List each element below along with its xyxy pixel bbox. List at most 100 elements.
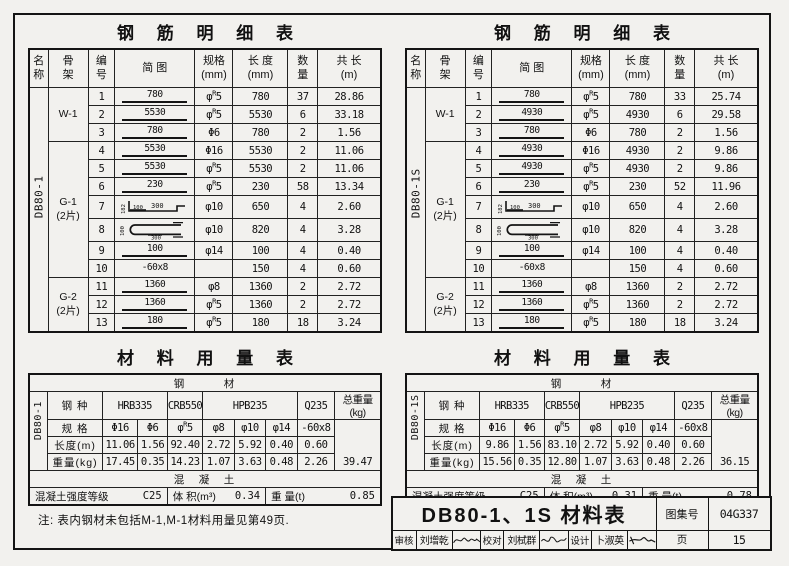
bar-line-icon (122, 190, 188, 193)
bar-diagram: 780 (116, 89, 194, 104)
bar-line-icon (122, 290, 188, 293)
rebar-row: 13 180 φR5 180 18 3.24 (406, 313, 759, 333)
title-block: DB80-1、1S 材料表 图集号 04G337 审核 刘增乾 校对 刘栻群 设… (390, 495, 772, 551)
diagram-cell: 182 100 300 (114, 195, 196, 219)
length-cell: 1360 (232, 295, 289, 314)
concrete-grade-label: 混凝土强度等级 (35, 490, 109, 503)
rebar-col-header-1: 骨 架 (47, 48, 89, 88)
concrete-grade-inner: 混凝土强度等级 C25 (30, 489, 166, 504)
spec-cell: φR5 (571, 177, 611, 196)
rebar-row: G-2 (2片) 11 1360 φ8 1360 2 2.72 (29, 277, 382, 333)
diagram-cell: 100 300 (114, 218, 196, 242)
bar-line-icon (499, 172, 565, 175)
material-spec-3: φ8 (202, 419, 235, 437)
skeleton-group-cell: W-1 (47, 87, 89, 142)
bent-bar-icon: 182 100 300 (498, 201, 562, 214)
length-cell: 820 (232, 218, 289, 242)
rebar-row: 5 5530 φR5 5530 2 11.06 (29, 159, 382, 178)
material-length-5: 0.40 (265, 436, 298, 454)
material-table-title: 材 料 用 量 表 (117, 349, 302, 368)
bar-diagram: 100 (493, 243, 571, 258)
diagram-dimension: 4930 (521, 161, 543, 173)
bar-line-icon (499, 136, 565, 139)
bar-line-icon (122, 254, 188, 257)
bar-diagram: 5530 (116, 107, 194, 122)
panel-DB80-1S: 钢 筋 明 细 表 名 称骨 架编 号简 图规格 (mm) 长 度 (mm) 数 量… (392, 15, 769, 548)
rebar-row: 10 -60x8 150 4 0.60 (406, 259, 759, 278)
material-spec-0: Φ16 (478, 419, 516, 437)
diagram-dimension: -60x8 (141, 262, 169, 274)
total-length-cell: 2.60 (694, 195, 759, 219)
total-length-cell: 1.56 (694, 123, 759, 142)
svg-text:100: 100 (510, 205, 520, 211)
rebar-col-header-1: 骨 架 (424, 48, 466, 88)
spec-row-label: 规 格 (47, 419, 103, 437)
designer-label: 设计 (567, 530, 591, 549)
rebar-col-header-7: 共 长 (m) (694, 48, 759, 88)
bar-line-icon (122, 118, 188, 121)
rebar-col-header-5: 长 度 (mm) (232, 48, 289, 88)
steel-grade-1: CRB550 (543, 391, 581, 420)
rebar-col-header-0: 名 称 (405, 48, 426, 88)
length-cell: 780 (232, 123, 289, 142)
quantity-cell: 4 (664, 195, 696, 219)
spec-cell (194, 259, 234, 278)
spec-cell: φR5 (194, 105, 234, 124)
rebar-row: G-1 (2片) 4 4930 Φ16 4930 2 9.86 (406, 141, 759, 278)
material-name-cell: DB80-1S (405, 391, 426, 471)
diagram-dimension: 780 (523, 125, 540, 137)
bar-number-cell: 11 (87, 277, 116, 296)
concrete-weight-cell: 重 量(t) 0.85 (265, 487, 382, 506)
bar-diagram: 5530 (116, 143, 194, 158)
quantity-cell: 18 (287, 313, 319, 333)
rebar-row: 9 100 φ14 100 4 0.40 (29, 241, 382, 260)
panel-DB80-1: 钢 筋 明 细 表 名 称骨 架编 号简 图规格 (mm) 长 度 (mm) 数 量… (15, 15, 392, 548)
loop-bar-icon: 100 300 (497, 221, 560, 240)
svg-text:100: 100 (133, 205, 143, 211)
spec-cell: φR5 (194, 313, 234, 333)
bar-number-cell: 3 (464, 123, 493, 142)
bar-diagram: 4930 (493, 107, 571, 122)
material-row: 混凝土强度等级 C25 体 积(m³) 0.34 重 量(t) 0.85 (28, 487, 382, 506)
bar-diagram: 1360 (493, 297, 571, 312)
material-spec-2: φR5 (543, 419, 581, 437)
length-row-label: 长度(m) (424, 436, 480, 454)
bar-diagram: 100 (116, 243, 194, 258)
diagram-dimension: 230 (146, 179, 163, 191)
rebar-col-header-2: 编 号 (87, 48, 116, 88)
bar-diagram: 100 300 (116, 220, 194, 241)
diagram-dimension: 1360 (144, 297, 166, 309)
rebar-col-header-4: 规格 (mm) (571, 48, 611, 88)
bar-number-cell: 10 (464, 259, 493, 278)
reviewer-label: 审核 (394, 535, 414, 547)
rebar-schedule-table: 名 称骨 架编 号简 图规格 (mm) 长 度 (mm) 数 量共 长 (m) DB… (405, 48, 759, 333)
material-weight-0: 15.56 (478, 453, 516, 471)
quantity-cell: 2 (287, 277, 319, 296)
material-length-4: 5.92 (610, 436, 644, 454)
title-block-top-row: DB80-1、1S 材料表 图集号 04G337 (392, 497, 770, 531)
length-cell: 780 (609, 123, 666, 142)
diagram-cell: 1360 (491, 277, 573, 296)
title-block-bottom-row: 审核 刘增乾 校对 刘栻群 设计 卜淑英 页 15 (393, 530, 770, 549)
rebar-col-header-6: 数 量 (664, 48, 696, 88)
diagram-cell: 100 (114, 241, 196, 260)
bar-diagram: 780 (116, 125, 194, 140)
bar-number-cell: 2 (87, 105, 116, 124)
diagram-dimension: 100 (523, 243, 540, 255)
diagram-dimension: 1360 (144, 279, 166, 291)
bar-line-icon (122, 308, 188, 311)
diagram-cell: 100 300 (491, 218, 573, 242)
material-spec-4: φ10 (233, 419, 267, 437)
rebar-table-title: 钢 筋 明 细 表 (117, 24, 302, 43)
total-length-cell: 25.74 (694, 87, 759, 106)
spec-cell: φR5 (194, 177, 234, 196)
total-weight-value: 36.15 (711, 419, 759, 471)
material-row: 钢 材 (405, 373, 759, 392)
diagram-cell: 180 (491, 313, 573, 333)
diagram-dimension: 100 (146, 243, 163, 255)
bar-diagram: 230 (116, 179, 194, 194)
skeleton-group-cell: G-2 (2片) (47, 277, 89, 333)
material-spec-6: -60x8 (296, 419, 336, 437)
quantity-cell: 2 (664, 159, 696, 178)
total-length-cell: 13.34 (317, 177, 382, 196)
